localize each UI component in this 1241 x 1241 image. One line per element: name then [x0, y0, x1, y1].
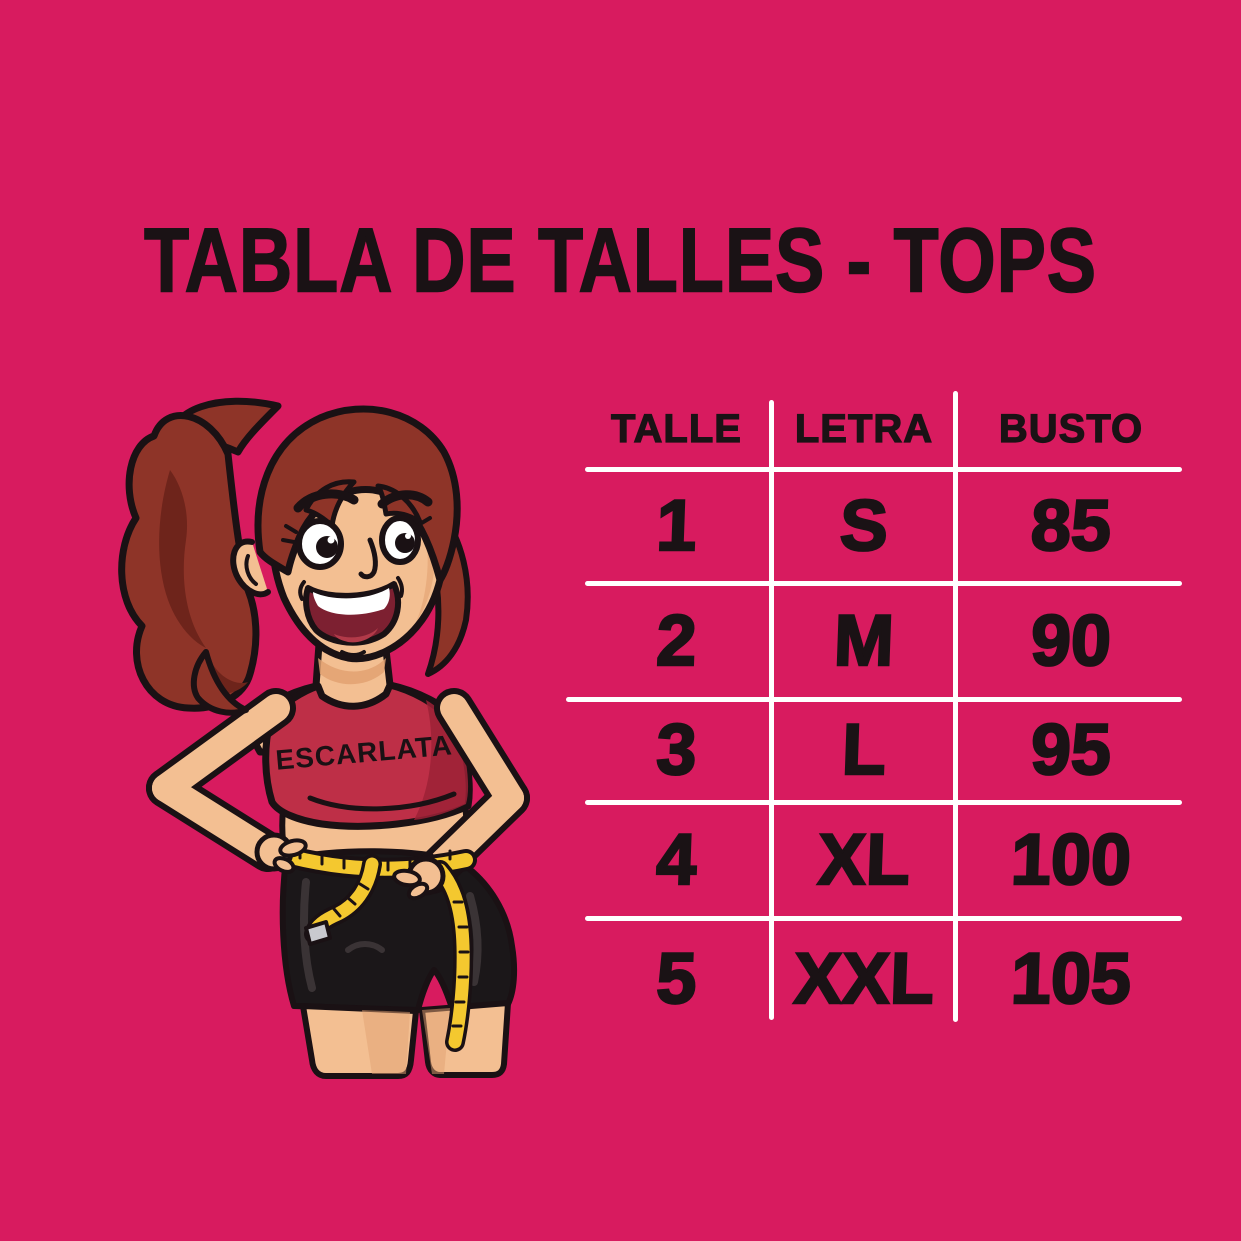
table-divider-row-3: [566, 697, 1182, 702]
table-divider-col-1: [769, 400, 774, 1020]
right-hand: [392, 856, 446, 901]
left-eyebrow: [293, 489, 359, 513]
table-divider-row-5: [585, 916, 1182, 921]
right-eye: [379, 515, 432, 565]
tape-metal-tip: [304, 920, 332, 946]
cell-busto-row-5: 105: [1008, 938, 1133, 1020]
ear: [230, 538, 271, 598]
left-eye: [281, 518, 344, 570]
cell-talle-row-1: 1: [654, 484, 699, 566]
front-hair-lock: [190, 649, 249, 716]
mouth: [303, 581, 402, 646]
column-header-letra: LETRA: [794, 406, 934, 451]
sports-top: ESCARLATA: [262, 681, 473, 830]
character-illustration: ESCARLATA: [118, 397, 530, 1079]
left-hand: [254, 832, 308, 874]
left-arm: [146, 688, 296, 872]
cell-letra-row-3: L: [839, 709, 888, 791]
cell-busto-row-2: 90: [1028, 599, 1113, 681]
cell-talle-row-2: 2: [654, 599, 699, 681]
cell-letra-row-4: XL: [815, 818, 912, 900]
cell-talle-row-3: 3: [654, 709, 699, 791]
cell-busto-row-1: 85: [1028, 484, 1113, 566]
page-title: TABLA DE TALLES - TOPS: [143, 208, 1097, 311]
cell-letra-row-5: XXL: [791, 938, 936, 1020]
table-divider-row-2: [585, 581, 1182, 586]
column-header-talle: TALLE: [610, 406, 742, 451]
nose: [358, 537, 378, 580]
ponytail-hair: [118, 397, 282, 712]
table-divider-col-2: [953, 391, 958, 1022]
head: [230, 405, 461, 663]
cell-letra-row-2: M: [831, 599, 896, 681]
cell-busto-row-3: 95: [1028, 709, 1113, 791]
table-divider-row-1: [585, 467, 1182, 472]
right-eyebrow: [377, 490, 433, 509]
chin-crease: [340, 650, 366, 657]
legs: [300, 1000, 511, 1079]
cell-busto-row-4: 100: [1008, 818, 1133, 900]
column-header-busto: BUSTO: [998, 406, 1144, 451]
cell-letra-row-1: S: [837, 484, 890, 566]
table-divider-row-4: [585, 800, 1182, 805]
cell-talle-row-4: 4: [654, 818, 699, 900]
cell-talle-row-5: 5: [654, 938, 699, 1020]
